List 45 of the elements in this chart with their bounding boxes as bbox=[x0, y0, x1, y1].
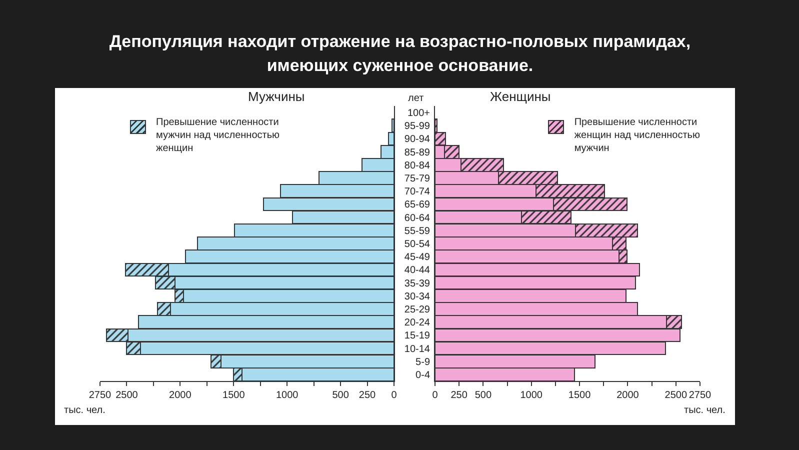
chart-subtitle: Женщины bbox=[490, 89, 551, 104]
y-tick-label: 95-99 bbox=[404, 121, 430, 132]
x-tick-label: 0 bbox=[391, 390, 398, 401]
x-tick-label: 2750 bbox=[688, 390, 712, 401]
x-tick-label: 250 bbox=[358, 390, 376, 401]
x-tick-label: 2750 bbox=[88, 390, 112, 401]
chart-title: Депопуляция находит отражение на возрастно-половых пирамидах, имеющих суженное основание. bbox=[108, 31, 692, 77]
y-tick-label: 90-94 bbox=[404, 134, 430, 146]
y-tick-label: 10-14 bbox=[404, 344, 430, 355]
y-tick-label: 60-64 bbox=[404, 212, 430, 224]
x-axis-title: тыс. чел. bbox=[684, 405, 726, 416]
y-tick-label: 5-9 bbox=[416, 356, 430, 368]
x-tick-label: 500 bbox=[474, 390, 492, 401]
x-tick-label: 1500 bbox=[222, 390, 246, 401]
x-tick-label: 2500 bbox=[116, 390, 138, 401]
x-tick-label: 250 bbox=[450, 390, 468, 401]
x-tick-label: 0 bbox=[432, 390, 438, 401]
y-tick-label: 55-59 bbox=[404, 226, 430, 237]
legend-label: Превышение численности женщин над численностью мужчин bbox=[574, 116, 700, 155]
y-tick-label: 50-54 bbox=[404, 239, 430, 250]
x-axis-title: тыс. чел. bbox=[64, 405, 106, 416]
y-tick-label: 35-39 bbox=[404, 278, 430, 290]
chart-subtitle: Мужчины bbox=[248, 89, 305, 104]
y-tick-label: 75-79 bbox=[404, 174, 430, 185]
y-tick-label: 15-19 bbox=[404, 330, 430, 342]
y-tick-label: 20-24 bbox=[404, 318, 430, 329]
y-tick-label: 25-29 bbox=[404, 304, 430, 316]
y-tick-label: 45-49 bbox=[404, 252, 430, 264]
legend-label: Превышение численности мужчин над численностью женщин bbox=[156, 116, 280, 155]
x-tick-label: 2000 bbox=[616, 390, 640, 401]
y-tick-label: 0-4 bbox=[416, 370, 430, 381]
x-tick-label: 1000 bbox=[520, 390, 543, 401]
y-tick-label: 40-44 bbox=[404, 265, 430, 276]
x-tick-label: 1000 bbox=[276, 390, 299, 401]
x-tick-label: 2500 bbox=[664, 390, 688, 401]
x-tick-label: 500 bbox=[332, 390, 350, 401]
y-tick-label: 70-74 bbox=[404, 186, 430, 198]
y-tick-label: 80-84 bbox=[404, 160, 430, 172]
y-tick-label: 100+ bbox=[407, 108, 430, 120]
x-tick-label: 2000 bbox=[169, 390, 192, 401]
y-tick-label: 30-34 bbox=[404, 291, 430, 302]
y-axis-title: лет bbox=[408, 93, 424, 104]
x-tick-label: 1500 bbox=[568, 390, 592, 401]
y-tick-label: 85-89 bbox=[404, 147, 430, 158]
y-tick-label: 65-69 bbox=[404, 200, 430, 211]
